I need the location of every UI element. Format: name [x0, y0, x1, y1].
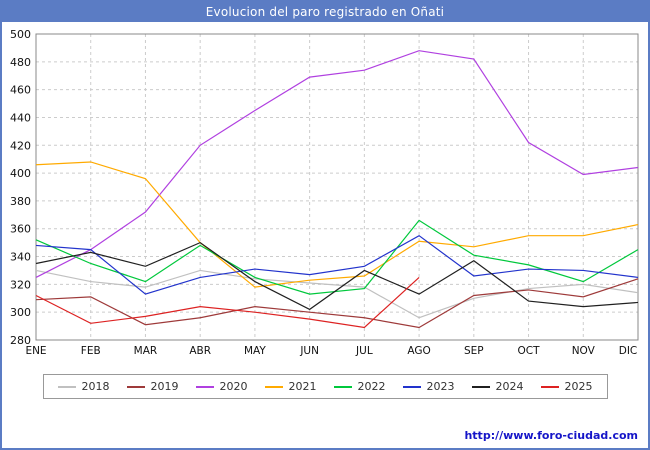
x-tick-label: DIC	[619, 345, 638, 357]
series-line-2021	[35, 161, 639, 288]
legend-swatch-2023	[402, 385, 421, 388]
legend-swatch-2025	[540, 385, 559, 388]
x-tick-label: NOV	[572, 345, 596, 357]
series-line-2025	[35, 276, 420, 329]
legend-swatch-2018	[57, 385, 76, 388]
y-tick-label: 440	[10, 111, 31, 124]
x-tick-label: MAY	[244, 345, 266, 357]
x-tick-label: JUL	[355, 345, 373, 357]
y-tick-label: 500	[10, 28, 31, 41]
website-link[interactable]: http://www.foro-ciudad.com	[464, 429, 638, 442]
x-tick-label: OCT	[518, 345, 541, 357]
series-line-2020	[35, 50, 639, 278]
y-tick-label: 400	[10, 167, 31, 180]
legend-item-2020: 2020	[195, 380, 248, 393]
legend-swatch-2021	[264, 385, 283, 388]
chart-title: Evolucion del paro registrado en Oñati	[2, 2, 648, 22]
series-line-2022	[35, 219, 639, 295]
legend-swatch-2020	[195, 385, 214, 388]
legend-item-2021: 2021	[264, 380, 317, 393]
x-tick-label: FEB	[81, 345, 101, 357]
series-line-2023	[35, 234, 639, 295]
y-tick-label: 480	[10, 56, 31, 69]
legend-label-2025: 2025	[564, 380, 593, 393]
legend-label-2020: 2020	[219, 380, 248, 393]
plot-border	[35, 33, 639, 341]
legend-label-2022: 2022	[357, 380, 386, 393]
legend-swatch-2019	[126, 385, 145, 388]
legend-item-2025: 2025	[540, 380, 593, 393]
y-tick-label: 360	[10, 223, 31, 236]
x-tick-label: ABR	[189, 345, 211, 357]
y-tick-label: 300	[10, 306, 31, 319]
x-tick-label: AGO	[407, 345, 430, 357]
y-tick-label: 320	[10, 278, 31, 291]
y-tick-label: 340	[10, 251, 31, 264]
legend-row: 2018 2019 2020 2021 2022 2023 2024 2025	[2, 374, 648, 399]
legend-swatch-2022	[333, 385, 352, 388]
legend-swatch-2024	[471, 385, 490, 388]
series-line-2024	[35, 241, 639, 311]
x-tick-label: MAR	[134, 345, 158, 357]
legend-item-2019: 2019	[126, 380, 179, 393]
legend-item-2018: 2018	[57, 380, 110, 393]
legend-label-2024: 2024	[495, 380, 524, 393]
y-tick-label: 420	[10, 139, 31, 152]
series-line-2019	[35, 278, 639, 329]
legend-item-2023: 2023	[402, 380, 455, 393]
legend-item-2024: 2024	[471, 380, 524, 393]
legend-label-2023: 2023	[426, 380, 455, 393]
x-tick-label: ENE	[25, 345, 46, 357]
x-tick-label: SEP	[464, 345, 484, 357]
legend: 2018 2019 2020 2021 2022 2023 2024 2025	[42, 374, 608, 399]
legend-label-2019: 2019	[150, 380, 179, 393]
y-tick-label: 460	[10, 84, 31, 97]
y-tick-label: 280	[10, 334, 31, 347]
legend-item-2022: 2022	[333, 380, 386, 393]
legend-label-2018: 2018	[81, 380, 110, 393]
legend-label-2021: 2021	[288, 380, 317, 393]
x-tick-label: JUN	[299, 345, 319, 357]
chart-canvas: 280 300 320 340 360 380 400 420 440 460 480 500 ENE F…	[10, 28, 639, 357]
y-tick-label: 380	[10, 195, 31, 208]
